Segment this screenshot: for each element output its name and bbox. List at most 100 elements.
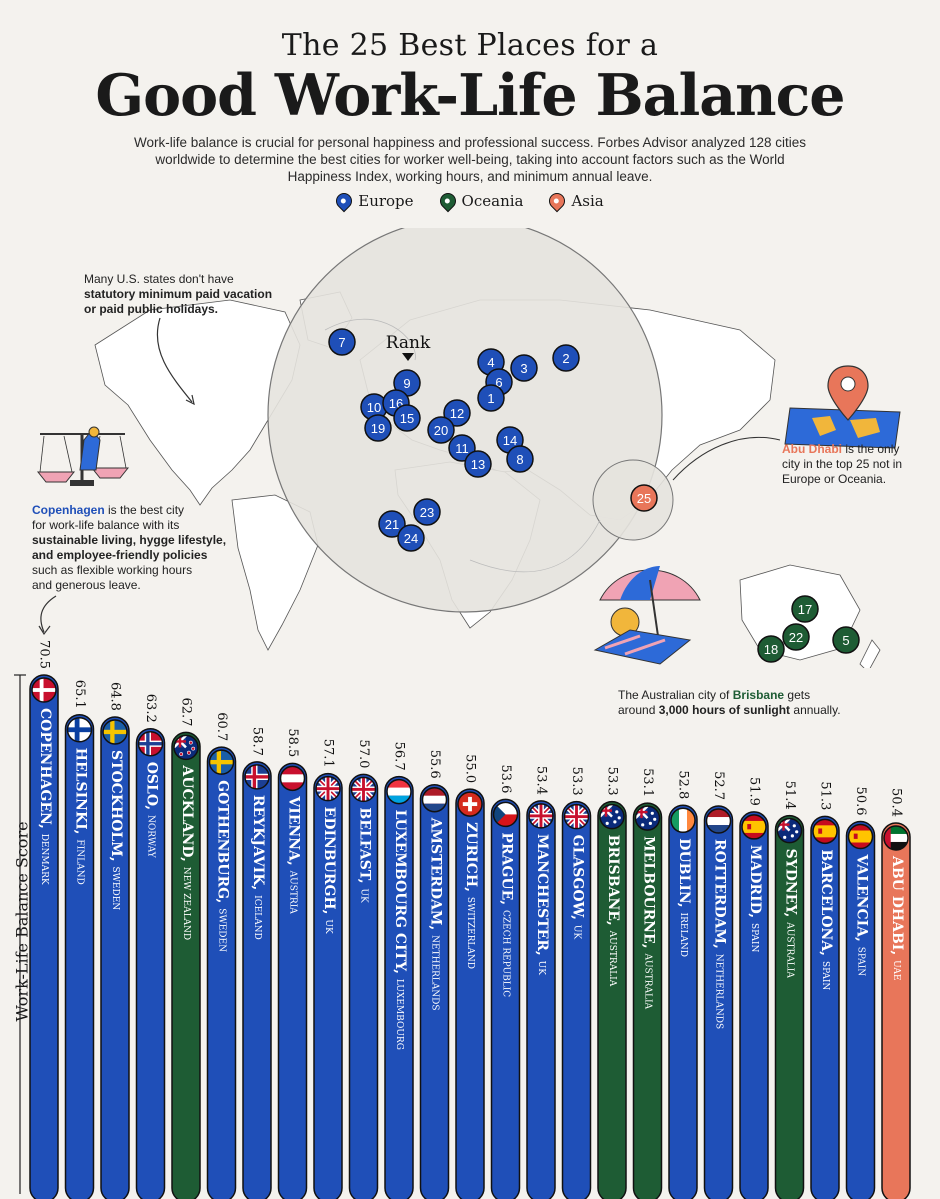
value-label: 52.8 — [676, 770, 691, 799]
bris-note-text: The Australian city of — [618, 688, 733, 702]
map-pin-circle — [506, 445, 534, 473]
y-axis-label: Work-Life Balance Score — [12, 821, 32, 1022]
new-zealand-shape — [859, 639, 881, 668]
value-label: 53.4 — [534, 766, 549, 795]
australia-flag-icon — [599, 803, 625, 830]
bar-group: 60.7 GOTHENBURG, SWEDEN — [206, 712, 237, 1199]
map-pin: 21 — [378, 510, 406, 538]
map-pin-circle — [757, 635, 785, 663]
map-pin-rank: 9 — [403, 376, 410, 391]
cph-note-text: sustainable living, hygge lifestyle, — [32, 533, 227, 547]
bar — [100, 716, 130, 1199]
map-pin-rank: 23 — [420, 505, 434, 520]
sweden-flag-icon — [208, 749, 235, 775]
value-label: 56.7 — [392, 742, 407, 771]
bar — [668, 804, 698, 1199]
city-label: VALENCIA, SPAIN — [854, 853, 870, 976]
new-zealand-flag-icon — [173, 734, 199, 761]
bar — [845, 820, 876, 1199]
bar-group: 57.1 EDINBURGH, UK — [313, 739, 343, 1199]
spain-flag-icon — [812, 818, 838, 845]
bar-group: 53.6 PRAGUE, CZECH REPUBLIC — [490, 764, 521, 1199]
map-pin-circle — [782, 623, 810, 651]
map-pin-rank: 8 — [516, 452, 523, 467]
city-label: GOTHENBURG, SWEDEN — [215, 780, 231, 952]
abu-note-text: city in the top 25 not in — [782, 457, 903, 471]
bar — [810, 815, 840, 1199]
callout-line-abu — [672, 436, 781, 481]
uk-flag-icon — [350, 776, 377, 803]
map-pin-rank: 3 — [520, 361, 527, 376]
abu-dhabi-note: Abu Dhabi is the only city in the top 25… — [782, 442, 932, 487]
map-pin-rank: 25 — [637, 491, 651, 506]
luxembourg-flag-icon — [386, 778, 412, 805]
bar-group: 55.6 AMSTERDAM, NETHERLANDS — [419, 750, 450, 1199]
uk-flag-icon — [528, 803, 554, 829]
bar — [703, 805, 734, 1199]
map-pin-rank: 14 — [503, 433, 517, 448]
us-note-line: statutory minimum paid vacation — [84, 287, 273, 301]
bar — [632, 802, 663, 1199]
legend-item-oceania: Oceania — [436, 189, 524, 213]
map-pin-rank: 19 — [371, 421, 385, 436]
bar — [490, 798, 521, 1199]
abu-note-text: Europe or Oceania. — [782, 472, 887, 486]
value-label: 63.2 — [143, 694, 158, 723]
us-note-line: Many U.S. states don't have — [84, 272, 234, 286]
bar — [206, 746, 237, 1199]
bar-group: 50.4 ABU DHABI, UAE — [881, 788, 911, 1199]
map-pin-rank: 24 — [404, 531, 418, 546]
value-label: 58.5 — [285, 728, 300, 757]
value-label: 55.0 — [463, 754, 478, 783]
norway-flag-icon — [137, 730, 164, 757]
map-pin-circle — [477, 384, 505, 412]
page-title: Good Work-Life Balance — [95, 62, 845, 129]
city-label: AUCKLAND, NEW ZEALAND — [179, 764, 195, 940]
value-label: 51.9 — [747, 777, 762, 806]
map-pin-rank: 2 — [562, 351, 569, 366]
map-pin-circle — [364, 414, 392, 442]
legend-label: Europe — [358, 192, 414, 210]
map-pin-rank: 18 — [764, 642, 778, 657]
map-pin-circle — [413, 498, 441, 526]
legend-label: Oceania — [461, 192, 524, 210]
bar — [384, 775, 414, 1199]
bar — [135, 727, 166, 1199]
bar-group: 51.9 MADRID, SPAIN — [739, 777, 769, 1199]
world-map-pin-icon — [784, 365, 901, 449]
bar-group: 64.8 STOCKHOLM, SWEDEN — [100, 682, 130, 1199]
balance-scale-icon — [36, 426, 130, 486]
city-label: DUBLIN, IRELAND — [676, 838, 692, 957]
switzerland-flag-icon — [457, 791, 483, 817]
bar-group: 53.3 GLASGOW, UK — [561, 767, 592, 1199]
cph-note-text: is the best city — [104, 503, 185, 517]
map-pin-rank: 4 — [487, 355, 494, 370]
city-label: ABU DHABI, UAE — [889, 855, 905, 981]
bar-group: 52.8 DUBLIN, IRELAND — [668, 770, 698, 1199]
map-pin-rank: 12 — [450, 406, 464, 421]
map-pin-rank: 1 — [487, 391, 494, 406]
bar-group: 63.2 OSLO, NORWAY — [135, 694, 166, 1199]
north-america-shape — [94, 299, 301, 506]
value-label: 57.0 — [356, 739, 371, 768]
map-pin: 20 — [427, 416, 455, 444]
value-label: 57.1 — [321, 739, 336, 768]
bar — [597, 800, 627, 1199]
bar — [881, 822, 911, 1199]
cph-note-text: and generous leave. — [32, 578, 141, 592]
city-label: VIENNA, AUSTRIA — [286, 795, 302, 914]
bar-group: 52.7 ROTTERDAM, NETHERLANDS — [703, 771, 734, 1199]
bar-group: 65.1 HELSINKI, FINLAND — [64, 680, 95, 1199]
ireland-flag-icon — [670, 807, 696, 834]
map-pin-rank: 7 — [338, 335, 345, 350]
value-label: 51.4 — [782, 781, 797, 810]
netherlands-flag-icon — [705, 808, 732, 834]
map-pin-rank: 21 — [385, 517, 399, 532]
value-label: 70.5 — [37, 640, 52, 669]
map-pin-circle — [397, 524, 425, 552]
iceland-flag-icon — [244, 764, 270, 790]
spain-flag-icon — [741, 814, 767, 840]
